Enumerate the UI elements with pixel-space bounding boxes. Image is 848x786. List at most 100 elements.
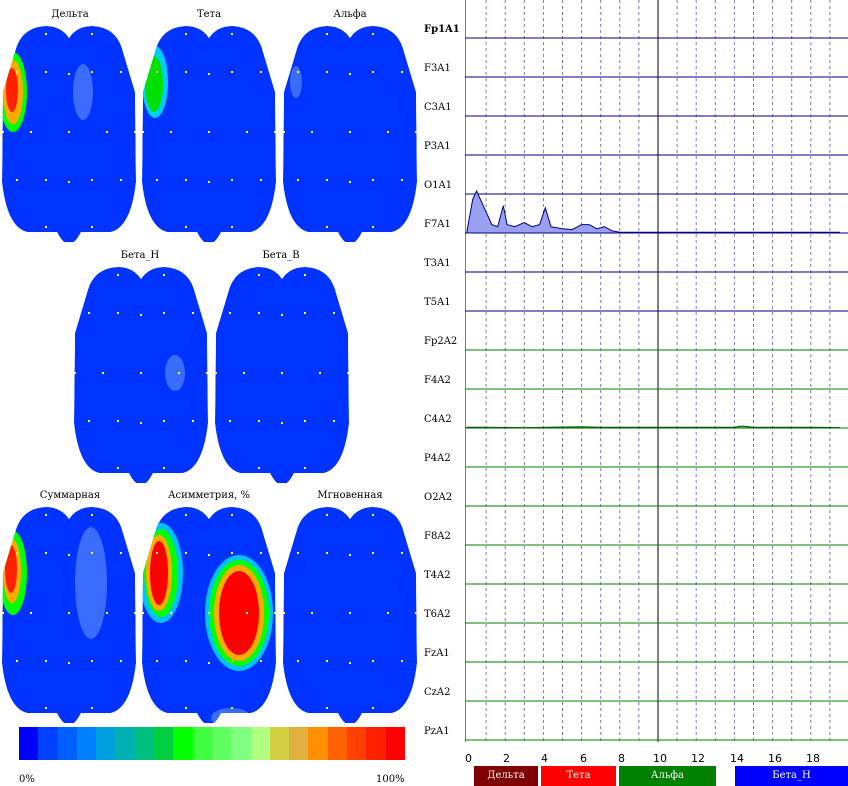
electrode-dot <box>372 552 374 554</box>
electrode-dot <box>68 612 70 614</box>
electrode-dot <box>140 372 142 374</box>
band-delta-button[interactable]: Дельта <box>474 766 538 786</box>
electrode-dot <box>258 467 260 469</box>
band-beta-n-button[interactable]: Бета_Н <box>735 766 848 786</box>
electrode-dot <box>281 372 283 374</box>
electrode-dot <box>297 552 299 554</box>
electrode-dot <box>134 612 136 614</box>
scale-swatch <box>347 727 367 760</box>
channel-label-fp2a2: Fp2A2 <box>424 336 458 347</box>
color-scale-bar <box>19 727 405 760</box>
electrode-dot <box>140 422 142 424</box>
channel-label-t5a1: T5A1 <box>424 297 451 308</box>
electrode-dot <box>156 179 158 181</box>
electrode-dot <box>229 312 231 314</box>
electrode-dot <box>304 467 306 469</box>
electrode-dot <box>185 707 187 709</box>
scale-swatch <box>250 727 270 760</box>
electrode-dot <box>208 662 210 664</box>
electrode-dot <box>387 612 389 614</box>
electrode-dot <box>231 226 233 228</box>
spectrum-c4a2 <box>466 425 840 429</box>
axis-tick-18: 18 <box>806 752 820 765</box>
channel-label-f7a1: F7A1 <box>424 219 451 230</box>
electrode-dot <box>401 71 403 73</box>
electrode-dot <box>401 552 403 554</box>
electrode-dot <box>208 73 210 75</box>
electrode-dot <box>142 131 144 133</box>
electrode-dot <box>120 552 122 554</box>
electrode-dot <box>326 552 328 554</box>
scale-swatch <box>308 727 328 760</box>
electrode-dot <box>45 226 47 228</box>
axis-tick-8: 8 <box>618 752 625 765</box>
spectrum-plot[interactable] <box>465 0 848 742</box>
electrode-dot <box>231 707 233 709</box>
channel-label-p4a2: P4A2 <box>424 453 451 464</box>
electrode-dot <box>349 73 351 75</box>
electrode-dot <box>16 179 18 181</box>
electrode-dot <box>246 131 248 133</box>
electrode-dot <box>260 660 262 662</box>
map-title-beta-low: Бета_Н <box>120 250 160 261</box>
electrode-dot <box>326 33 328 35</box>
electrode-dot <box>319 372 321 374</box>
scale-swatch <box>96 727 116 760</box>
electrode-dot <box>45 179 47 181</box>
electrode-dot <box>415 131 417 133</box>
electrode-dot <box>258 274 260 276</box>
channel-label-f8a2: F8A2 <box>424 531 451 542</box>
electrode-dot <box>333 312 335 314</box>
electrode-dot <box>260 71 262 73</box>
electrode-dot <box>372 71 374 73</box>
electrode-dot <box>91 514 93 516</box>
electrode-dot <box>2 612 4 614</box>
electrode-dot <box>215 372 217 374</box>
electrode-dot <box>185 660 187 662</box>
electrode-dot <box>192 420 194 422</box>
channel-label-cza2: CzA2 <box>424 687 451 698</box>
electrode-dot <box>185 552 187 554</box>
electrode-dot <box>260 552 262 554</box>
electrode-dot <box>372 33 374 35</box>
electrode-dot <box>140 314 142 316</box>
electrode-dot <box>208 612 210 614</box>
electrode-dot <box>102 372 104 374</box>
channel-label-t4a2: T4A2 <box>424 570 451 581</box>
scale-swatch <box>19 727 39 760</box>
electrode-dot <box>415 612 417 614</box>
scale-swatch <box>57 727 77 760</box>
electrode-dot <box>117 467 119 469</box>
channel-label-t6a2: T6A2 <box>424 609 451 620</box>
map-title-asymmetry: Асимметрия, % <box>167 490 251 501</box>
axis-tick-2: 2 <box>503 752 510 765</box>
electrode-dot <box>91 71 93 73</box>
electrode-dot <box>231 179 233 181</box>
electrode-dot <box>206 372 208 374</box>
electrode-dot <box>333 420 335 422</box>
electrode-dot <box>163 274 165 276</box>
electrode-dot <box>243 372 245 374</box>
electrode-dot <box>208 131 210 133</box>
electrode-dot <box>283 131 285 133</box>
electrode-dot <box>156 71 158 73</box>
axis-tick-0: 0 <box>465 752 472 765</box>
electrode-dot <box>281 314 283 316</box>
electrode-dot <box>68 181 70 183</box>
electrode-dot <box>231 514 233 516</box>
electrode-dot <box>178 372 180 374</box>
scale-swatch <box>211 727 232 760</box>
scale-min-label: 0% <box>19 774 35 785</box>
electrode-dot <box>297 71 299 73</box>
electrode-dot <box>88 420 90 422</box>
band-theta-button[interactable]: Тета <box>541 766 616 786</box>
electrode-dot <box>91 660 93 662</box>
electrode-dot <box>231 33 233 35</box>
brain-map-alpha <box>283 26 417 242</box>
electrode-dot <box>45 71 47 73</box>
electrode-dot <box>134 131 136 133</box>
electrode-dot <box>281 422 283 424</box>
band-alpha-button[interactable]: Альфа <box>619 766 716 786</box>
map-title-summary: Суммарная <box>39 490 101 501</box>
axis-tick-6: 6 <box>580 752 587 765</box>
